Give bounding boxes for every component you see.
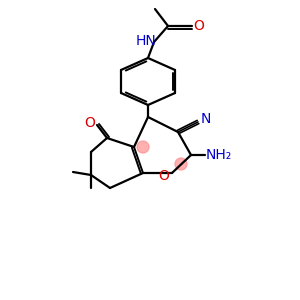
- Text: HN: HN: [136, 34, 156, 48]
- Text: NH₂: NH₂: [206, 148, 232, 162]
- Text: O: O: [85, 116, 95, 130]
- Text: O: O: [159, 169, 170, 183]
- Circle shape: [175, 158, 187, 170]
- Text: O: O: [194, 19, 204, 33]
- Circle shape: [137, 141, 149, 153]
- Text: N: N: [201, 112, 211, 126]
